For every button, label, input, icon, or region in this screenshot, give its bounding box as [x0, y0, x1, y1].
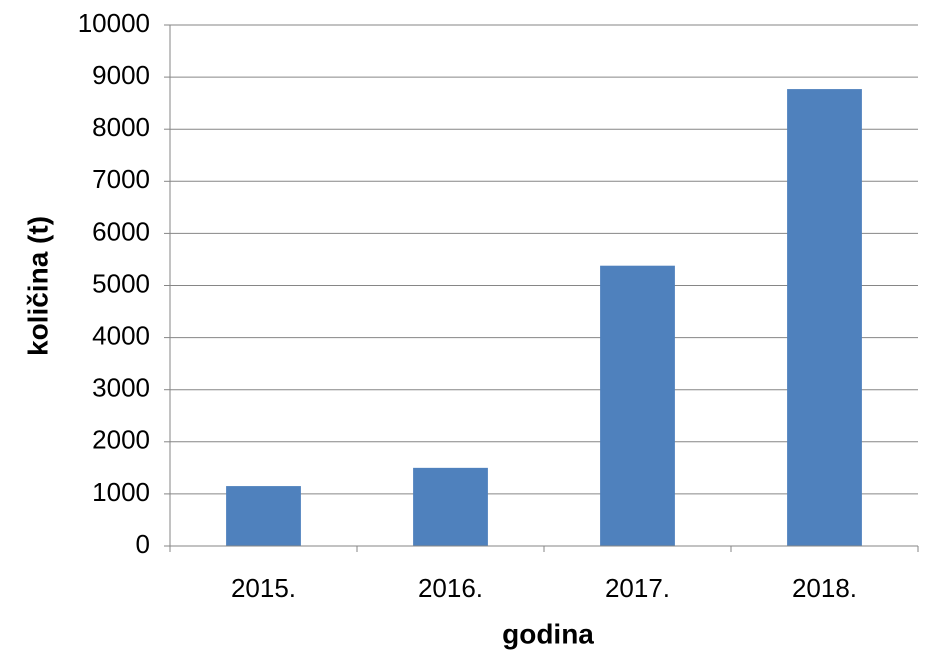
x-axis-title: godina	[502, 618, 594, 649]
y-tick-label: 5000	[92, 268, 150, 298]
y-tick-label: 8000	[92, 112, 150, 142]
y-tick-label: 0	[136, 529, 150, 559]
y-tick-label: 9000	[92, 60, 150, 90]
y-tick-label: 7000	[92, 164, 150, 194]
y-tick-label: 4000	[92, 320, 150, 350]
bar	[226, 486, 301, 546]
bar	[600, 265, 675, 546]
x-tick-label: 2016.	[418, 573, 483, 603]
y-tick-label: 10000	[78, 8, 150, 38]
x-tick-label: 2017.	[605, 573, 670, 603]
y-tick-label: 6000	[92, 216, 150, 246]
y-axis-title: količina (t)	[22, 216, 53, 356]
y-tick-label: 2000	[92, 425, 150, 455]
y-tick-label: 1000	[92, 477, 150, 507]
y-tick-label: 3000	[92, 373, 150, 403]
bar	[413, 467, 488, 546]
x-tick-label: 2018.	[792, 573, 857, 603]
x-tick-label: 2015.	[231, 573, 296, 603]
bar	[787, 89, 862, 546]
